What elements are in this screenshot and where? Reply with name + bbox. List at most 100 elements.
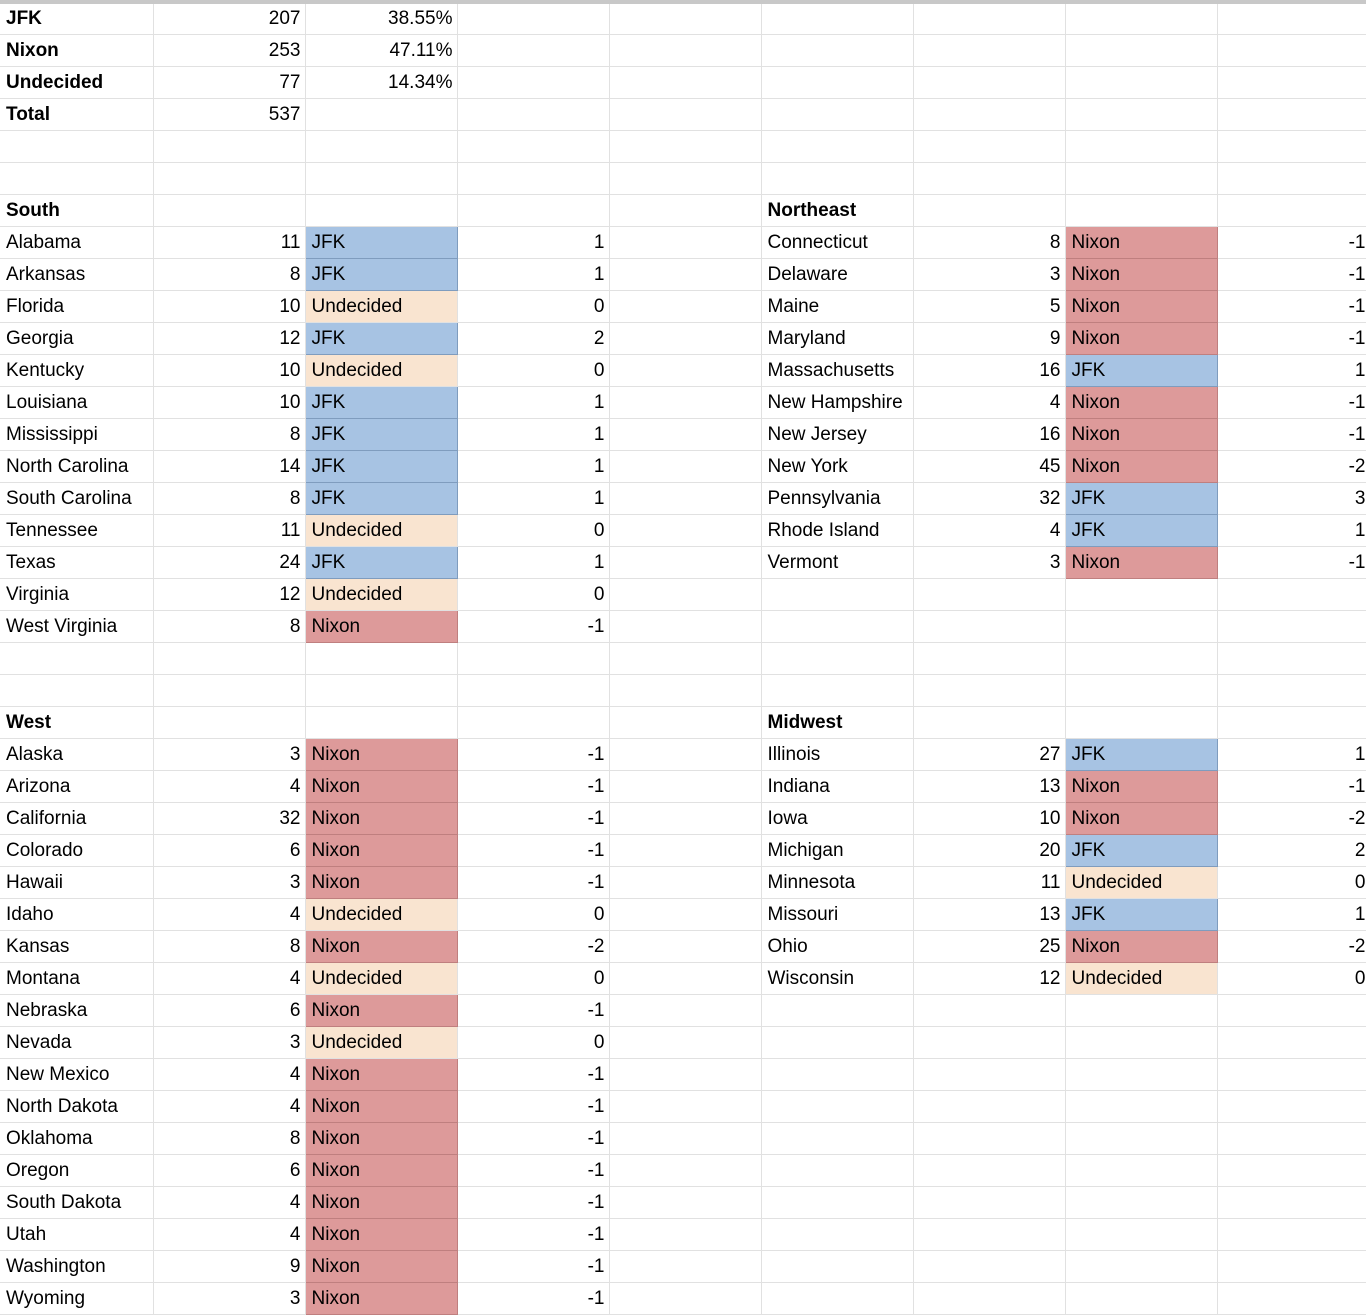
state-name[interactable]: Iowa: [761, 802, 914, 835]
empty-cell[interactable]: [457, 4, 610, 35]
score-value[interactable]: -1: [457, 1282, 610, 1315]
empty-cell[interactable]: [609, 738, 762, 771]
score-value[interactable]: -2: [1217, 930, 1366, 963]
empty-cell[interactable]: [1065, 1122, 1218, 1155]
electoral-votes[interactable]: 3: [153, 738, 306, 771]
score-value[interactable]: 2: [1217, 834, 1366, 867]
empty-cell[interactable]: [609, 1186, 762, 1219]
electoral-votes[interactable]: 11: [913, 866, 1066, 899]
empty-cell[interactable]: [609, 642, 762, 675]
electoral-votes[interactable]: 4: [153, 1058, 306, 1091]
empty-cell[interactable]: [761, 1154, 914, 1187]
empty-cell[interactable]: [913, 98, 1066, 131]
summary-percent[interactable]: 47.11%: [305, 34, 458, 67]
empty-cell[interactable]: [0, 674, 154, 707]
state-name[interactable]: Utah: [0, 1218, 154, 1251]
summary-percent[interactable]: [305, 98, 458, 131]
empty-cell[interactable]: [609, 866, 762, 899]
score-value[interactable]: -1: [1217, 322, 1366, 355]
empty-cell[interactable]: [761, 994, 914, 1027]
empty-cell[interactable]: [305, 706, 458, 739]
empty-cell[interactable]: [761, 1282, 914, 1315]
state-name[interactable]: Kentucky: [0, 354, 154, 387]
state-name[interactable]: Missouri: [761, 898, 914, 931]
electoral-votes[interactable]: 9: [913, 322, 1066, 355]
electoral-votes[interactable]: 8: [153, 930, 306, 963]
lean-cell[interactable]: Nixon: [304, 833, 458, 867]
state-name[interactable]: North Dakota: [0, 1090, 154, 1123]
electoral-votes[interactable]: 3: [153, 1282, 306, 1315]
state-name[interactable]: Nevada: [0, 1026, 154, 1059]
empty-cell[interactable]: [0, 130, 154, 163]
empty-cell[interactable]: [761, 1058, 914, 1091]
empty-cell[interactable]: [761, 1186, 914, 1219]
empty-cell[interactable]: [609, 194, 762, 227]
score-value[interactable]: -2: [457, 930, 610, 963]
empty-cell[interactable]: [1065, 1218, 1218, 1251]
state-name[interactable]: Alaska: [0, 738, 154, 771]
empty-cell[interactable]: [609, 1026, 762, 1059]
electoral-votes[interactable]: 4: [153, 1186, 306, 1219]
empty-cell[interactable]: [1217, 1186, 1366, 1219]
score-value[interactable]: 3: [1217, 482, 1366, 515]
electoral-votes[interactable]: 13: [913, 898, 1066, 931]
score-value[interactable]: -1: [1217, 258, 1366, 291]
score-value[interactable]: 1: [457, 482, 610, 515]
empty-cell[interactable]: [1217, 1250, 1366, 1283]
electoral-votes[interactable]: 11: [153, 514, 306, 547]
summary-votes[interactable]: 253: [153, 34, 306, 67]
lean-cell[interactable]: JFK: [304, 257, 458, 291]
empty-cell[interactable]: [1065, 34, 1218, 67]
state-name[interactable]: Massachusetts: [761, 354, 914, 387]
state-name[interactable]: New Mexico: [0, 1058, 154, 1091]
electoral-votes[interactable]: 13: [913, 770, 1066, 803]
electoral-votes[interactable]: 16: [913, 418, 1066, 451]
state-name[interactable]: Texas: [0, 546, 154, 579]
empty-cell[interactable]: [1217, 34, 1366, 67]
empty-cell[interactable]: [1217, 1026, 1366, 1059]
lean-cell[interactable]: Undecided: [305, 578, 458, 611]
summary-label[interactable]: JFK: [0, 4, 154, 35]
empty-cell[interactable]: [761, 642, 914, 675]
empty-cell[interactable]: [609, 4, 762, 35]
score-value[interactable]: -1: [457, 610, 610, 643]
empty-cell[interactable]: [913, 706, 1066, 739]
empty-cell[interactable]: [913, 1058, 1066, 1091]
lean-cell[interactable]: JFK: [1064, 897, 1218, 931]
electoral-votes[interactable]: 8: [153, 1122, 306, 1155]
empty-cell[interactable]: [609, 226, 762, 259]
empty-cell[interactable]: [761, 1026, 914, 1059]
empty-cell[interactable]: [761, 1250, 914, 1283]
empty-cell[interactable]: [609, 1058, 762, 1091]
score-value[interactable]: -1: [457, 994, 610, 1027]
summary-percent[interactable]: 38.55%: [305, 4, 458, 35]
lean-cell[interactable]: Nixon: [304, 993, 458, 1027]
electoral-votes[interactable]: 4: [153, 962, 306, 995]
empty-cell[interactable]: [609, 130, 762, 163]
state-name[interactable]: Connecticut: [761, 226, 914, 259]
empty-cell[interactable]: [913, 4, 1066, 35]
empty-cell[interactable]: [457, 34, 610, 67]
state-name[interactable]: Oregon: [0, 1154, 154, 1187]
empty-cell[interactable]: [609, 290, 762, 323]
empty-cell[interactable]: [153, 130, 306, 163]
region-title-south[interactable]: South: [0, 194, 154, 227]
empty-cell[interactable]: [457, 706, 610, 739]
electoral-votes[interactable]: 4: [153, 770, 306, 803]
empty-cell[interactable]: [1217, 1058, 1366, 1091]
state-name[interactable]: Pennsylvania: [761, 482, 914, 515]
state-name[interactable]: South Dakota: [0, 1186, 154, 1219]
score-value[interactable]: 1: [457, 226, 610, 259]
electoral-votes[interactable]: 11: [153, 226, 306, 259]
score-value[interactable]: -1: [457, 1122, 610, 1155]
state-name[interactable]: Wyoming: [0, 1282, 154, 1315]
electoral-votes[interactable]: 12: [153, 578, 306, 611]
lean-cell[interactable]: Nixon: [304, 1057, 458, 1091]
electoral-votes[interactable]: 4: [913, 514, 1066, 547]
summary-label[interactable]: Undecided: [0, 66, 154, 99]
electoral-votes[interactable]: 8: [153, 258, 306, 291]
empty-cell[interactable]: [761, 1090, 914, 1123]
state-name[interactable]: Arizona: [0, 770, 154, 803]
empty-cell[interactable]: [305, 674, 458, 707]
lean-cell[interactable]: Nixon: [1064, 321, 1218, 355]
